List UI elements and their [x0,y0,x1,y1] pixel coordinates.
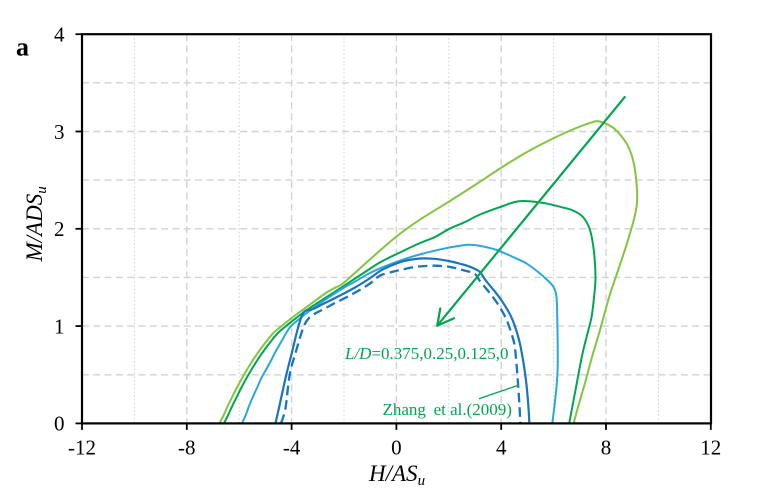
svg-text:-4: -4 [283,436,301,460]
svg-text:L/D=0.375,0.25,0.125,0: L/D=0.375,0.25,0.125,0 [344,344,509,363]
svg-text:4: 4 [54,23,65,47]
svg-text:-12: -12 [68,436,96,460]
svg-text:a: a [16,32,29,61]
svg-text:0: 0 [391,436,402,460]
svg-text:H/ASu: H/ASu [368,461,425,489]
svg-text:3: 3 [54,120,65,144]
svg-text:1: 1 [54,314,65,338]
svg-text:2: 2 [54,217,65,241]
svg-text:12: 12 [700,436,721,460]
svg-text:0: 0 [54,412,65,436]
svg-text:8: 8 [601,436,612,460]
svg-text:4: 4 [496,436,507,460]
svg-text:Zhang et al.(2009): Zhang et al.(2009) [383,400,512,419]
svg-text:-8: -8 [178,436,196,460]
svg-text:M/ADSu: M/ADSu [22,186,50,262]
